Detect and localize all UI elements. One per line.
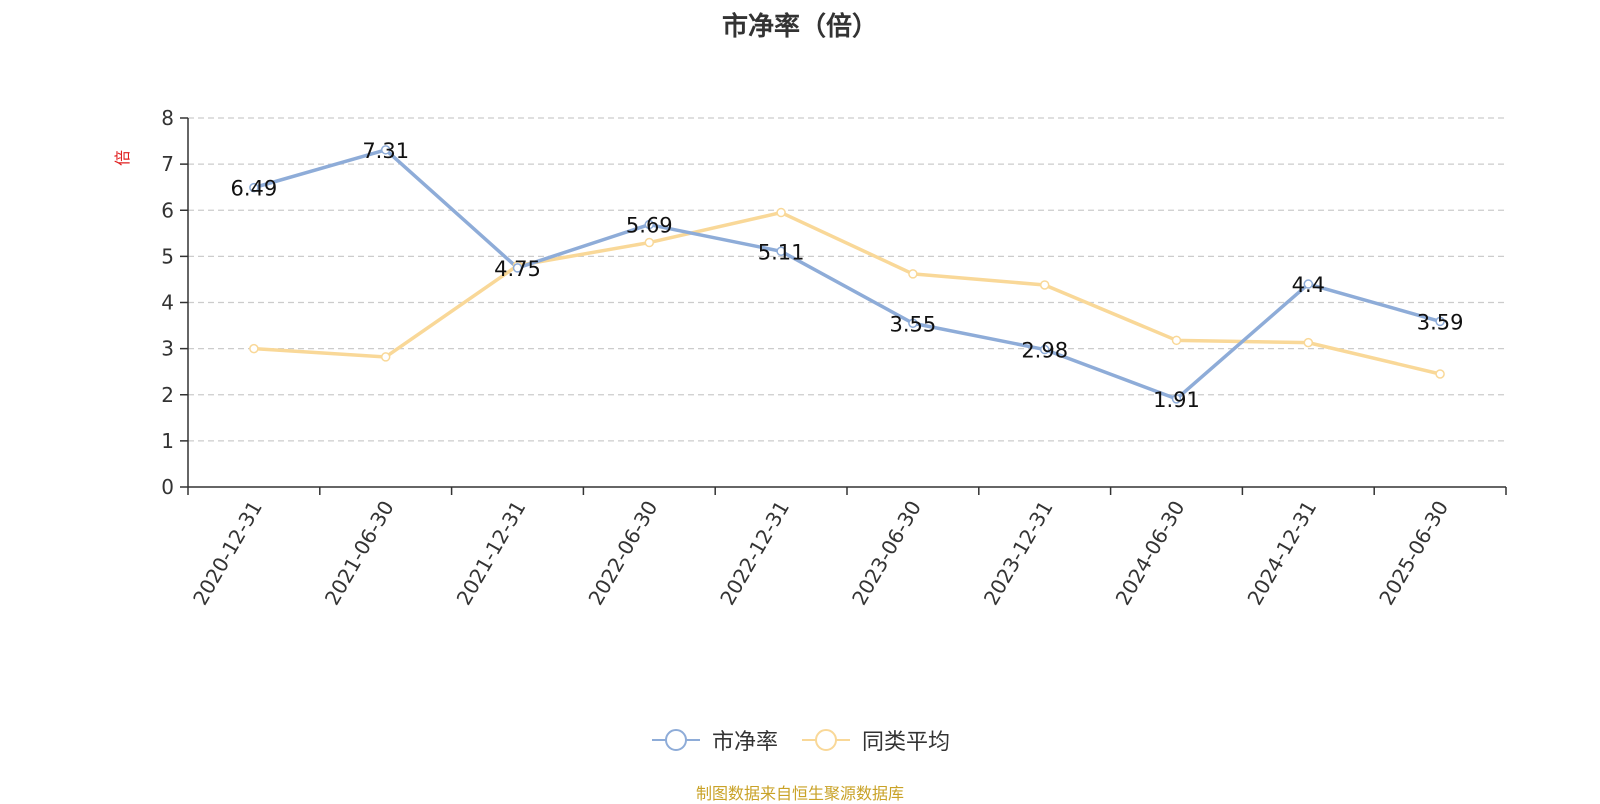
data-label: 5.69 xyxy=(626,214,673,238)
data-point xyxy=(1435,369,1445,379)
y-tick-label: 7 xyxy=(161,152,174,176)
data-label: 4.75 xyxy=(494,257,541,281)
legend-line-circle-icon xyxy=(651,729,700,751)
series-line xyxy=(252,148,1442,401)
data-point xyxy=(644,219,655,230)
series-points xyxy=(249,145,1445,404)
x-tick-label: 2023-12-31 xyxy=(979,497,1058,610)
y-tick-label: 4 xyxy=(161,291,174,315)
x-tick-label: 2021-06-30 xyxy=(320,497,399,610)
data-label: 1.91 xyxy=(1153,388,1200,412)
data-point xyxy=(908,318,918,329)
data-label: 5.11 xyxy=(758,240,805,264)
legend-label: 同类平均 xyxy=(862,730,951,755)
data-point xyxy=(249,182,259,193)
data-point xyxy=(1303,337,1314,348)
data-point xyxy=(776,207,786,218)
y-tick-label: 2 xyxy=(161,383,174,407)
data-label: 6.49 xyxy=(231,177,278,201)
source-note: 制图数据来自恒生聚源数据库 xyxy=(695,784,904,803)
y-tick-label: 0 xyxy=(161,475,174,499)
y-tick-label: 8 xyxy=(161,106,174,130)
data-point xyxy=(1039,344,1050,355)
legend-item[interactable]: 市净率 xyxy=(650,724,778,756)
data-point xyxy=(1435,316,1445,327)
data-label: 3.59 xyxy=(1417,310,1464,334)
data-labels: 6.49 7.31 4.75 5.69 5.11 3.55 2.98 1.91 4.4 3.59 xyxy=(231,139,1464,412)
y-tick-label: 1 xyxy=(161,429,174,453)
data-point xyxy=(644,237,655,248)
series-lines xyxy=(252,148,1442,401)
y-tick-label: 3 xyxy=(161,337,174,361)
data-point xyxy=(512,263,523,273)
data-point xyxy=(776,246,786,257)
legend-label: 市净率 xyxy=(711,730,778,755)
y-tick-label: 6 xyxy=(161,198,174,222)
data-point xyxy=(908,269,918,279)
data-point xyxy=(380,145,391,155)
data-label: 4.4 xyxy=(1292,273,1325,297)
data-point xyxy=(1171,335,1182,346)
x-tick-label: 2024-12-31 xyxy=(1242,497,1321,610)
y-axis-unit-label: 倍 xyxy=(113,150,132,166)
data-label: 7.31 xyxy=(362,139,409,163)
legend-line-circle-icon xyxy=(802,729,850,751)
y-tick-label: 5 xyxy=(161,244,174,268)
x-tick-label: 2021-12-31 xyxy=(452,497,531,610)
data-point xyxy=(380,352,391,362)
x-tick-label: 2024-06-30 xyxy=(1111,497,1190,610)
chart-title: 市净率（倍） xyxy=(721,12,878,42)
x-tick-label: 2023-06-30 xyxy=(847,497,926,610)
data-point xyxy=(249,343,259,354)
x-tick-label: 2020-12-31 xyxy=(188,497,267,610)
data-point xyxy=(1171,394,1182,404)
axes: 0 1 2 3 4 5 6 7 8 2020-12-31 2021-06-30 2021-12-31 2… xyxy=(161,106,1507,610)
data-point xyxy=(1303,279,1314,289)
x-tick-label: 2022-12-31 xyxy=(715,497,794,610)
x-tick-label: 2022-06-30 xyxy=(583,497,662,610)
series-line xyxy=(252,210,1442,376)
x-tick-label: 2025-06-30 xyxy=(1374,497,1453,610)
data-label: 3.55 xyxy=(890,312,937,336)
data-point xyxy=(1039,280,1050,290)
legend: 市净率 同类平均 xyxy=(0,722,1600,758)
data-label: 2.98 xyxy=(1021,339,1068,363)
legend-item[interactable]: 同类平均 xyxy=(800,724,950,756)
